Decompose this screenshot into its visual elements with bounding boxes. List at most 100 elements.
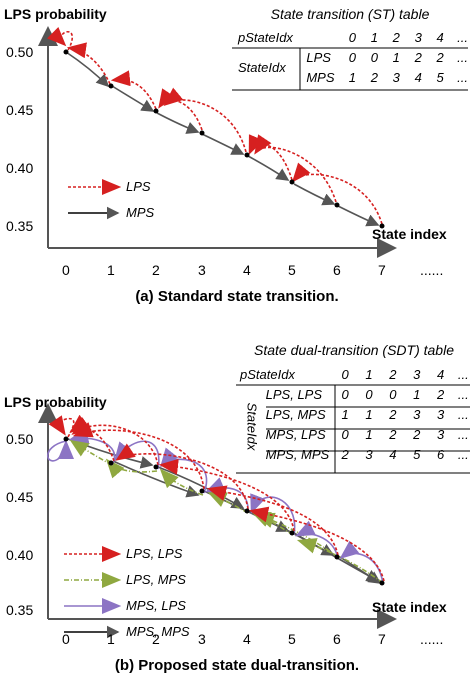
- table-cell: 1: [370, 29, 378, 45]
- table-cell: 2: [414, 49, 422, 65]
- table-cell: ...: [457, 69, 468, 85]
- mps-mps-arrow: [339, 556, 382, 584]
- table-cell: 2: [389, 426, 397, 442]
- table-cell: 1: [392, 49, 400, 65]
- table-cell: ...: [457, 386, 469, 402]
- table-cell: 3: [437, 426, 445, 442]
- x-tick: 2: [152, 631, 160, 647]
- y-tick: 0.35: [6, 218, 34, 234]
- x-tick: 0: [62, 631, 70, 647]
- x-tick: 1: [107, 631, 115, 647]
- table-cell: 0: [341, 366, 349, 382]
- x-tick: 5: [288, 631, 296, 647]
- y-tick: 0.50: [6, 431, 34, 447]
- legend-mps-mps-label: MPS, MPS: [126, 624, 190, 639]
- y-tick: 0.50: [6, 44, 34, 60]
- mps-lps-arrow: [295, 520, 339, 560]
- x-tick: 3: [198, 262, 206, 278]
- x-axis-label: State index: [372, 599, 447, 615]
- table-row-label: LPS, MPS: [265, 406, 326, 422]
- lps-lps-arrow: [248, 506, 385, 582]
- table-cell: ...: [457, 49, 468, 65]
- caption: (a) Standard state transition.: [135, 288, 339, 305]
- caption: (b) Proposed state dual-transition.: [114, 657, 360, 674]
- table-cell: 5: [413, 446, 421, 462]
- table-cell: 3: [413, 366, 421, 382]
- mps-arrow: [293, 183, 336, 206]
- legend-lps-label: LPS: [126, 179, 151, 194]
- mps-arrow: [337, 205, 380, 227]
- lps-lps-arrow: [48, 415, 75, 438]
- lps-arrow: [163, 87, 247, 153]
- lps-arrow: [110, 70, 157, 110]
- table-cell: 1: [365, 366, 373, 382]
- table-cell: ...: [457, 446, 469, 462]
- table-cell: 3: [392, 69, 400, 85]
- state-points: [63, 436, 385, 586]
- table-cell: 2: [389, 406, 397, 422]
- table-cell: 3: [365, 446, 373, 462]
- mps-lps-arrow: [250, 493, 296, 536]
- x-tick: 7: [378, 262, 386, 278]
- table-group-label: StateIdx: [238, 59, 286, 75]
- table-row-label: MPS, MPS: [265, 446, 330, 462]
- table-cell: 1: [413, 386, 421, 402]
- x-tick: 1: [107, 262, 115, 278]
- x-tick: 4: [243, 262, 251, 278]
- diagram-a-canvas: [38, 26, 468, 258]
- x-tick: 6: [333, 631, 341, 647]
- table-cell: ...: [457, 366, 469, 382]
- table-cell: 2: [370, 69, 378, 85]
- mps-arrow: [156, 112, 200, 134]
- table-cell: 2: [413, 426, 421, 442]
- table-cell: 3: [414, 29, 422, 45]
- lps-lps-arrow: [206, 485, 339, 556]
- table-cell: ...: [457, 29, 468, 45]
- x-tick: ......: [420, 262, 444, 278]
- y-tick: 0.45: [6, 489, 34, 505]
- lps-mps-arrow: [105, 458, 158, 479]
- table-cell: 4: [414, 69, 422, 85]
- table-header-label: pStateIdx: [240, 366, 295, 382]
- state-dual-transition-table: pStateIdx 0 1 2 3 4 ... LPS, LPS 0 0 0 1…: [236, 364, 474, 464]
- lps-arrow: [66, 42, 111, 85]
- table-cell: 2: [389, 366, 397, 382]
- y-tick: 0.40: [6, 547, 34, 563]
- y-tick: 0.35: [6, 602, 34, 618]
- lps-lps-transitions: [48, 414, 385, 582]
- x-tick: 3: [198, 631, 206, 647]
- x-tick: 7: [378, 631, 386, 647]
- table-cell: 0: [341, 426, 349, 442]
- mps-mps-arrow: [157, 466, 245, 509]
- table-cell: 1: [348, 69, 357, 85]
- table-cell: 0: [341, 386, 349, 402]
- table-cell: 2: [437, 386, 445, 402]
- table-title: State transition (ST) table: [270, 6, 430, 22]
- table-cell: ...: [457, 426, 469, 442]
- table-row-label: LPS: [306, 49, 331, 65]
- lps-mps-arrow: [296, 538, 384, 584]
- x-tick: 2: [152, 262, 160, 278]
- table-cell: 2: [392, 29, 400, 45]
- table-cell: 0: [348, 29, 357, 45]
- table-cell: 0: [370, 49, 378, 65]
- y-tick: 0.45: [6, 102, 34, 118]
- table-row-label: MPS: [306, 69, 335, 85]
- table-cell: 5: [436, 69, 444, 85]
- table-cell: 1: [365, 426, 373, 442]
- table-cell: 0: [365, 386, 373, 402]
- mps-arrow: [111, 85, 155, 112]
- mps-arrow: [247, 155, 290, 181]
- lps-lps-arrow: [71, 417, 159, 466]
- x-tick: ......: [420, 631, 444, 647]
- diagram-b-canvas: [38, 384, 470, 639]
- mps-lps-arrow: [159, 447, 208, 494]
- lps-lps-arrow: [72, 422, 205, 490]
- lps-mps-arrow: [207, 491, 249, 514]
- lps-arrow: [254, 134, 337, 203]
- table-cell: 4: [436, 29, 444, 45]
- mps-lps-arrow: [339, 540, 384, 586]
- y-axis-label: LPS probability: [4, 6, 107, 22]
- legend-lps-lps-label: LPS, LPS: [126, 546, 183, 561]
- table-cell: 2: [436, 49, 444, 65]
